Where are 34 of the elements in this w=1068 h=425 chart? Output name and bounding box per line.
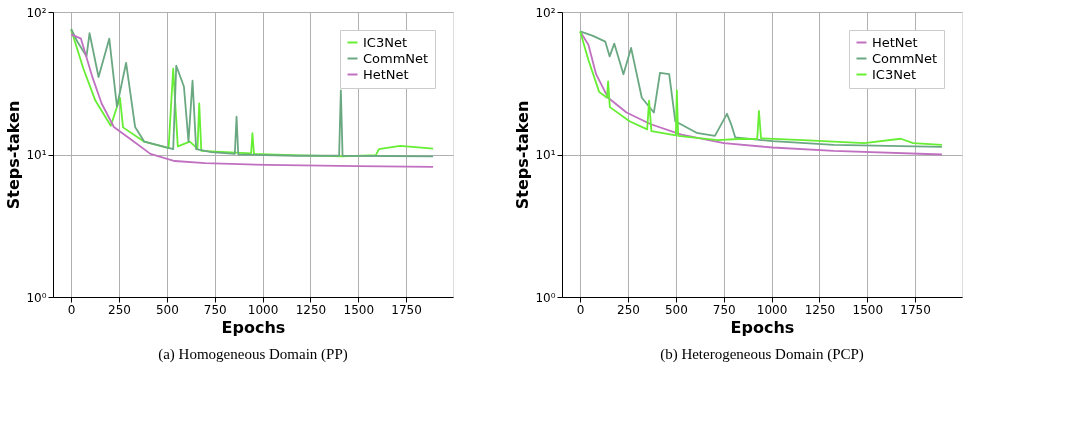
legend-label: HetNet — [872, 34, 918, 50]
legend-label: CommNet — [363, 50, 429, 66]
x-tick-label: 250 — [617, 302, 640, 317]
y-tick-label: 10⁰ — [26, 290, 47, 305]
legend-label: CommNet — [872, 50, 938, 66]
legend-label: HetNet — [363, 66, 409, 82]
text: (b) Heterogeneous Domain (PCP) — [660, 346, 864, 363]
x-tick-label: 1750 — [391, 302, 422, 317]
x-tick-label: 1250 — [804, 302, 836, 317]
legend-label: IC3Net — [363, 34, 408, 50]
x-tick-label: 1000 — [247, 302, 279, 317]
x-tick-label: 1250 — [295, 302, 327, 317]
y-tick-label: 10² — [26, 5, 47, 20]
x-tick-label: 0 — [576, 302, 585, 317]
x-tick-label: 500 — [155, 302, 179, 317]
x-tick-label: 1000 — [756, 302, 788, 317]
x-tick-label: 1750 — [900, 302, 931, 317]
text: (a) Homogeneous Domain (PP) — [158, 346, 348, 363]
x-axis-title: Epochs — [221, 317, 286, 337]
x-tick-label: 250 — [108, 302, 131, 317]
x-tick-label: 0 — [67, 302, 76, 317]
x-tick-label: 750 — [712, 302, 736, 317]
y-tick-label: 10² — [535, 5, 556, 20]
y-tick-label: 10⁰ — [535, 290, 556, 305]
y-tick-label: 10¹ — [535, 148, 556, 162]
x-axis-title: Epochs — [730, 317, 795, 337]
x-tick-label: 1500 — [852, 302, 884, 317]
x-tick-label: 750 — [203, 302, 227, 317]
x-tick-label: 1500 — [343, 302, 375, 317]
y-axis-title: Steps-taken — [513, 100, 533, 210]
x-tick-label: 500 — [664, 302, 688, 317]
y-tick-label: 10¹ — [26, 148, 47, 162]
legend-label: IC3Net — [872, 66, 917, 82]
y-axis-title: Steps-taken — [4, 100, 24, 210]
